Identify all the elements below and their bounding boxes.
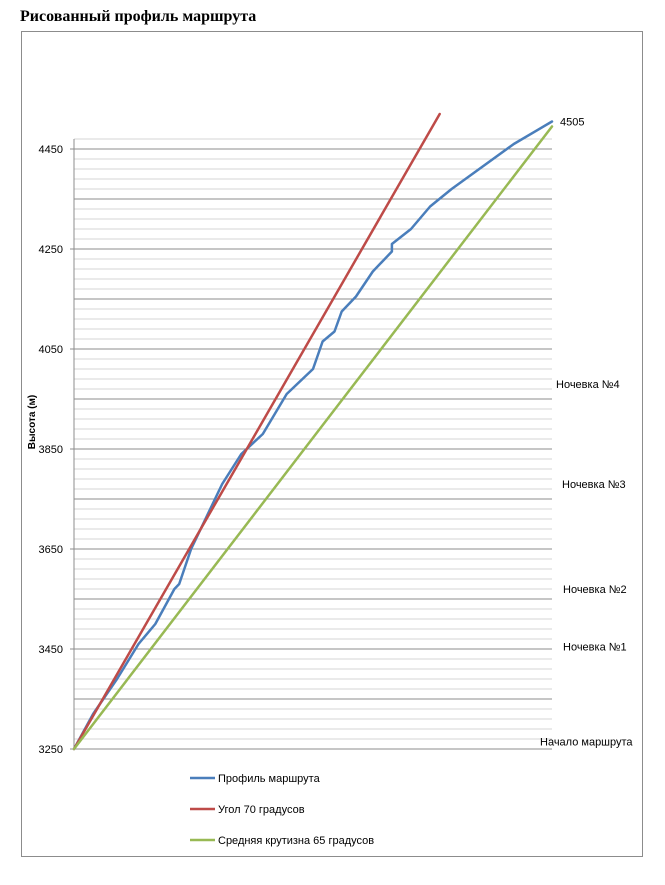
annotation-label: Ночевка №3 (562, 479, 626, 491)
y-tick-label: 3250 (39, 744, 63, 756)
annotation-label: Ночевка №2 (563, 584, 627, 596)
series-line-2 (72, 112, 441, 751)
series-line-3 (72, 125, 554, 751)
y-tick-label: 4250 (39, 244, 63, 256)
legend-entry: Средняя крутизна 65 градусов (218, 835, 374, 847)
y-tick-label: 3650 (39, 544, 63, 556)
grid (74, 138, 552, 740)
page-title: Рисованный профиль маршрута (20, 8, 257, 25)
series (72, 112, 554, 751)
y-tick-label: 3850 (39, 444, 63, 456)
axes: 3250 3450 3650 3850 4050 4250 4450 (39, 139, 552, 756)
legend-entry: Угол 70 градусов (218, 804, 305, 816)
annotation-label: 4505 (560, 117, 584, 129)
y-tick-label: 4050 (39, 344, 63, 356)
series-line-1 (72, 120, 554, 751)
legend: Профиль маршрута Угол 70 градусов Средняя … (190, 773, 374, 847)
y-tick-label: 4450 (39, 144, 63, 156)
annotation-label: Ночевка №1 (563, 642, 627, 654)
y-axis-label: Высота (м) (27, 395, 38, 449)
annotation-label: Начало маршрута (540, 737, 633, 749)
y-tick-label: 3450 (39, 644, 63, 656)
annotation-label: Ночевка №4 (556, 379, 620, 391)
annotations: 4505 Ночевка №4 Ночевка №3 Ночевка №2 Ночевк… (540, 117, 633, 749)
legend-entry: Профиль маршрута (218, 773, 321, 785)
